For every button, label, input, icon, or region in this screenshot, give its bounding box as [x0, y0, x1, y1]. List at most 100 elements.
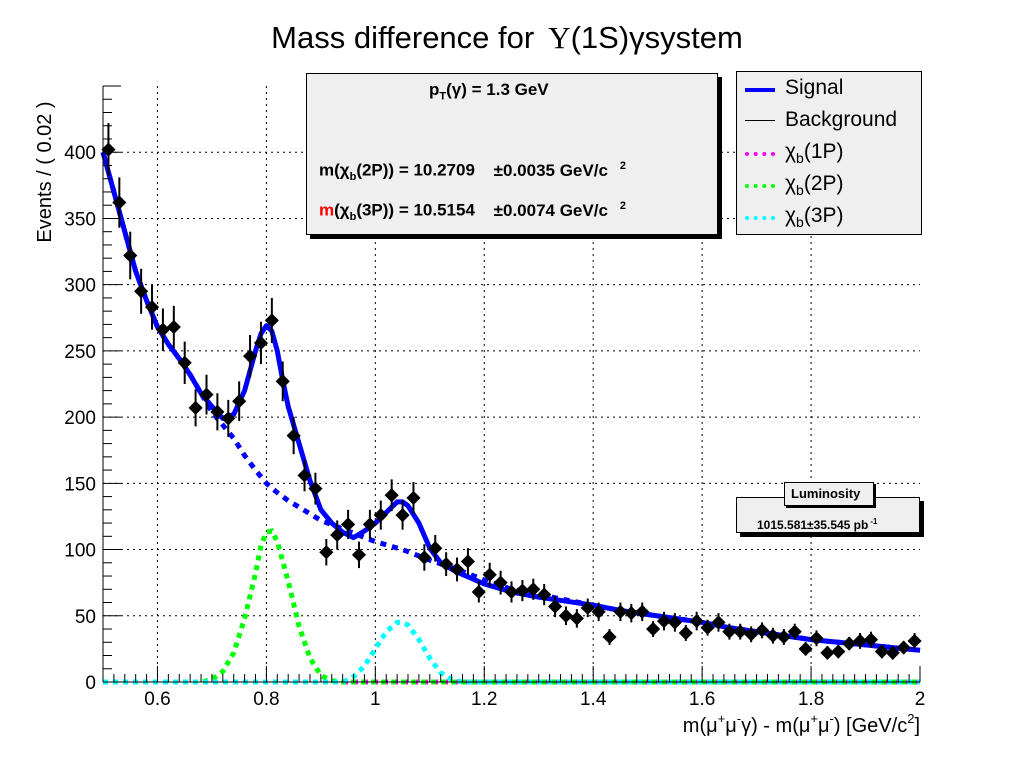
- point-marker: [853, 633, 868, 649]
- data-point: [297, 459, 312, 492]
- legend-entry: Signal: [737, 74, 921, 106]
- point-marker: [863, 632, 879, 647]
- data-point: [330, 520, 345, 550]
- point-marker: [471, 584, 486, 600]
- y-tick-label: 300: [64, 276, 96, 297]
- point-marker: [831, 644, 846, 659]
- data-point: [319, 538, 334, 566]
- x-tick-label: 1: [370, 689, 381, 710]
- point-marker: [722, 624, 737, 639]
- point-marker: [624, 606, 639, 621]
- data-point: [210, 393, 225, 431]
- y-tick-label: 100: [64, 541, 96, 562]
- point-marker: [134, 284, 149, 299]
- data-point: [373, 500, 388, 530]
- y-tick-label: 400: [64, 143, 96, 164]
- legend-label: Background: [785, 108, 898, 131]
- data-point: [482, 562, 497, 587]
- y-tick-label: 150: [64, 474, 96, 495]
- point-marker: [439, 557, 454, 572]
- point-marker: [232, 394, 247, 409]
- y-tick-label: 0: [85, 673, 96, 694]
- point-marker: [460, 554, 475, 569]
- data-point: [820, 645, 835, 660]
- point-marker: [548, 599, 563, 614]
- data-point: [678, 625, 693, 641]
- data-point: [700, 619, 715, 636]
- point-marker: [667, 615, 682, 630]
- legend-entry: χb(2P): [737, 170, 921, 202]
- x-tick-label: 1.8: [798, 689, 824, 710]
- data-point: [221, 399, 236, 437]
- point-marker: [221, 411, 236, 426]
- point-marker: [591, 604, 606, 619]
- data-point: [787, 623, 802, 640]
- data-point: [264, 297, 279, 343]
- point-marker: [275, 374, 290, 389]
- x-tick-label: 0.6: [144, 689, 170, 710]
- data-point: [177, 341, 192, 384]
- legend-entry: χb(1P): [737, 138, 921, 170]
- chib2p-mass: m(χb(2P)) = 10.2709 ±0.0035 GeV/c 2: [319, 160, 627, 184]
- point-marker: [319, 545, 334, 560]
- data-point: [471, 581, 486, 603]
- x-tick-label: 2: [915, 689, 926, 710]
- point-marker: [776, 629, 791, 645]
- data-point: [428, 534, 443, 562]
- y-axis-label: Events / ( 0.02 ): [34, 101, 56, 242]
- legend-entry: Background: [737, 106, 921, 138]
- data-point: [308, 472, 323, 505]
- data-point: [362, 509, 377, 539]
- data-point: [242, 334, 258, 378]
- point-marker: [874, 644, 889, 659]
- chib2p-curve: [103, 528, 920, 685]
- data-point: [896, 640, 911, 655]
- data-point: [591, 602, 606, 622]
- point-marker: [242, 349, 258, 364]
- y-tick-label: 250: [64, 342, 96, 363]
- point-marker: [896, 640, 911, 655]
- point-marker: [308, 481, 323, 496]
- data-point: [667, 613, 682, 632]
- pt-label: pT(γ) = 1.3 GeV: [429, 80, 549, 103]
- x-axis-label: m(μ+μ-γ) - m(μ+μ-) [GeV/c2]: [683, 711, 920, 737]
- legend-entry: χb(3P): [737, 202, 921, 234]
- point-marker: [428, 541, 443, 556]
- point-marker: [493, 575, 508, 590]
- data-point: [874, 644, 889, 659]
- point-marker: [351, 547, 367, 562]
- data-point: [341, 509, 356, 539]
- legend-swatch: [745, 184, 775, 188]
- point-marker: [798, 641, 813, 656]
- data-point: [689, 611, 704, 631]
- point-marker: [635, 604, 650, 619]
- luminosity-header-text: Luminosity: [791, 486, 861, 501]
- data-point: [166, 305, 181, 349]
- data-point: [395, 500, 410, 530]
- data-point: [526, 578, 541, 600]
- data-point: [907, 632, 922, 649]
- x-tick-label: 1.6: [689, 689, 715, 710]
- data-point: [384, 479, 399, 512]
- chib3p-mass: m(χb(3P)) = 10.5154 ±0.0074 GeV/c 2: [319, 200, 627, 224]
- data-point: [515, 580, 530, 602]
- data-point: [548, 595, 563, 618]
- point-marker: [406, 490, 421, 505]
- data-point: [286, 417, 301, 455]
- point-marker: [144, 300, 160, 315]
- data-point: [439, 552, 454, 577]
- data-point: [863, 631, 879, 648]
- data-point: [613, 602, 628, 622]
- legend-swatch: [745, 120, 775, 121]
- point-marker: [765, 628, 781, 643]
- data-point: [831, 644, 846, 659]
- data-point: [885, 645, 900, 660]
- legend-label: χb(2P): [785, 172, 844, 199]
- luminosity-box: 1015.581±35.545 pb -1: [736, 497, 920, 533]
- y-tick-label: 200: [64, 408, 96, 429]
- point-marker: [907, 633, 922, 649]
- data-point: [765, 627, 781, 644]
- legend-label: χb(1P): [785, 140, 844, 167]
- legend-label: χb(3P): [785, 204, 844, 231]
- point-marker: [885, 645, 900, 660]
